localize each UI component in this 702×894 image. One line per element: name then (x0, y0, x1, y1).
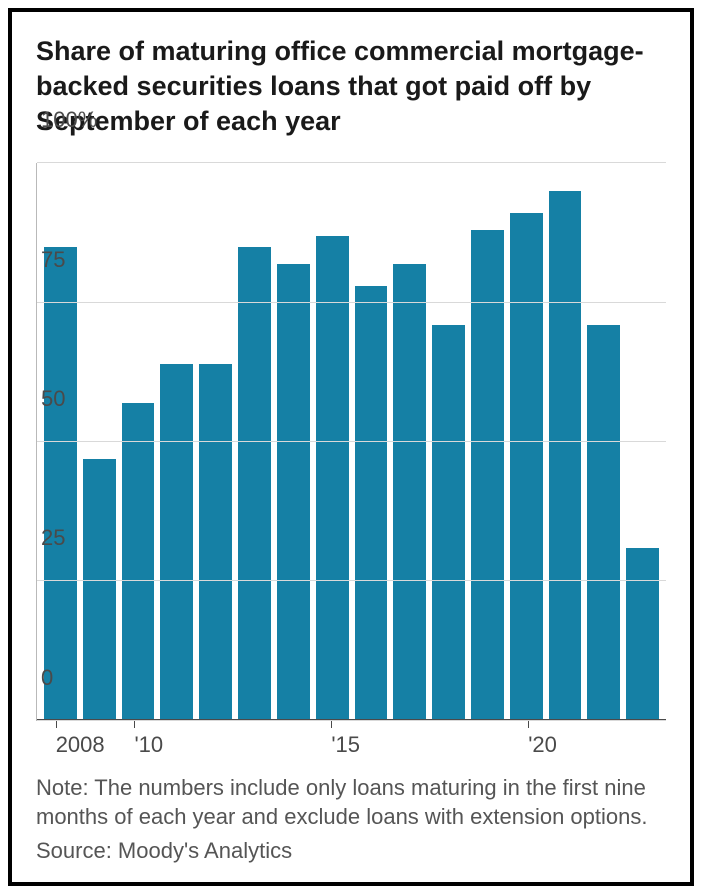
y-tick-label: 0 (41, 665, 53, 693)
bar (432, 325, 465, 721)
bar (83, 459, 116, 721)
bar (510, 213, 543, 720)
bar (471, 230, 504, 720)
y-tick-label: 25 (41, 525, 65, 553)
chart-card: Share of maturing office commercial mort… (8, 8, 694, 886)
y-tick-label: 75 (41, 247, 65, 275)
bar (160, 364, 193, 721)
y-tick-label: 100% (41, 107, 97, 135)
bar (238, 247, 271, 721)
plot: 0255075100% (36, 163, 666, 720)
bar (316, 236, 349, 721)
x-axis: 2008'10'15'20 (36, 721, 666, 755)
gridline (37, 302, 666, 303)
chart-source: Source: Moody's Analytics (36, 838, 666, 864)
bar (277, 264, 310, 721)
x-tick-mark (56, 721, 57, 728)
bar (587, 325, 620, 721)
gridline (37, 162, 666, 163)
bar (199, 364, 232, 721)
x-tick-mark (331, 721, 332, 728)
bar (549, 191, 582, 720)
bar (626, 548, 659, 721)
bar (122, 403, 155, 721)
bars-container (37, 163, 666, 720)
chart-area: 0255075100% 2008'10'15'20 (36, 163, 666, 754)
x-tick-mark (528, 721, 529, 728)
chart-footnote: Note: The numbers include only loans mat… (36, 773, 666, 832)
bar (355, 286, 388, 721)
y-tick-label: 50 (41, 386, 65, 414)
chart-title: Share of maturing office commercial mort… (36, 34, 666, 139)
bar (393, 264, 426, 721)
bar (44, 247, 77, 721)
plot-wrap: 0255075100% (36, 163, 666, 720)
gridline (37, 441, 666, 442)
gridline (37, 580, 666, 581)
x-tick-mark (134, 721, 135, 728)
